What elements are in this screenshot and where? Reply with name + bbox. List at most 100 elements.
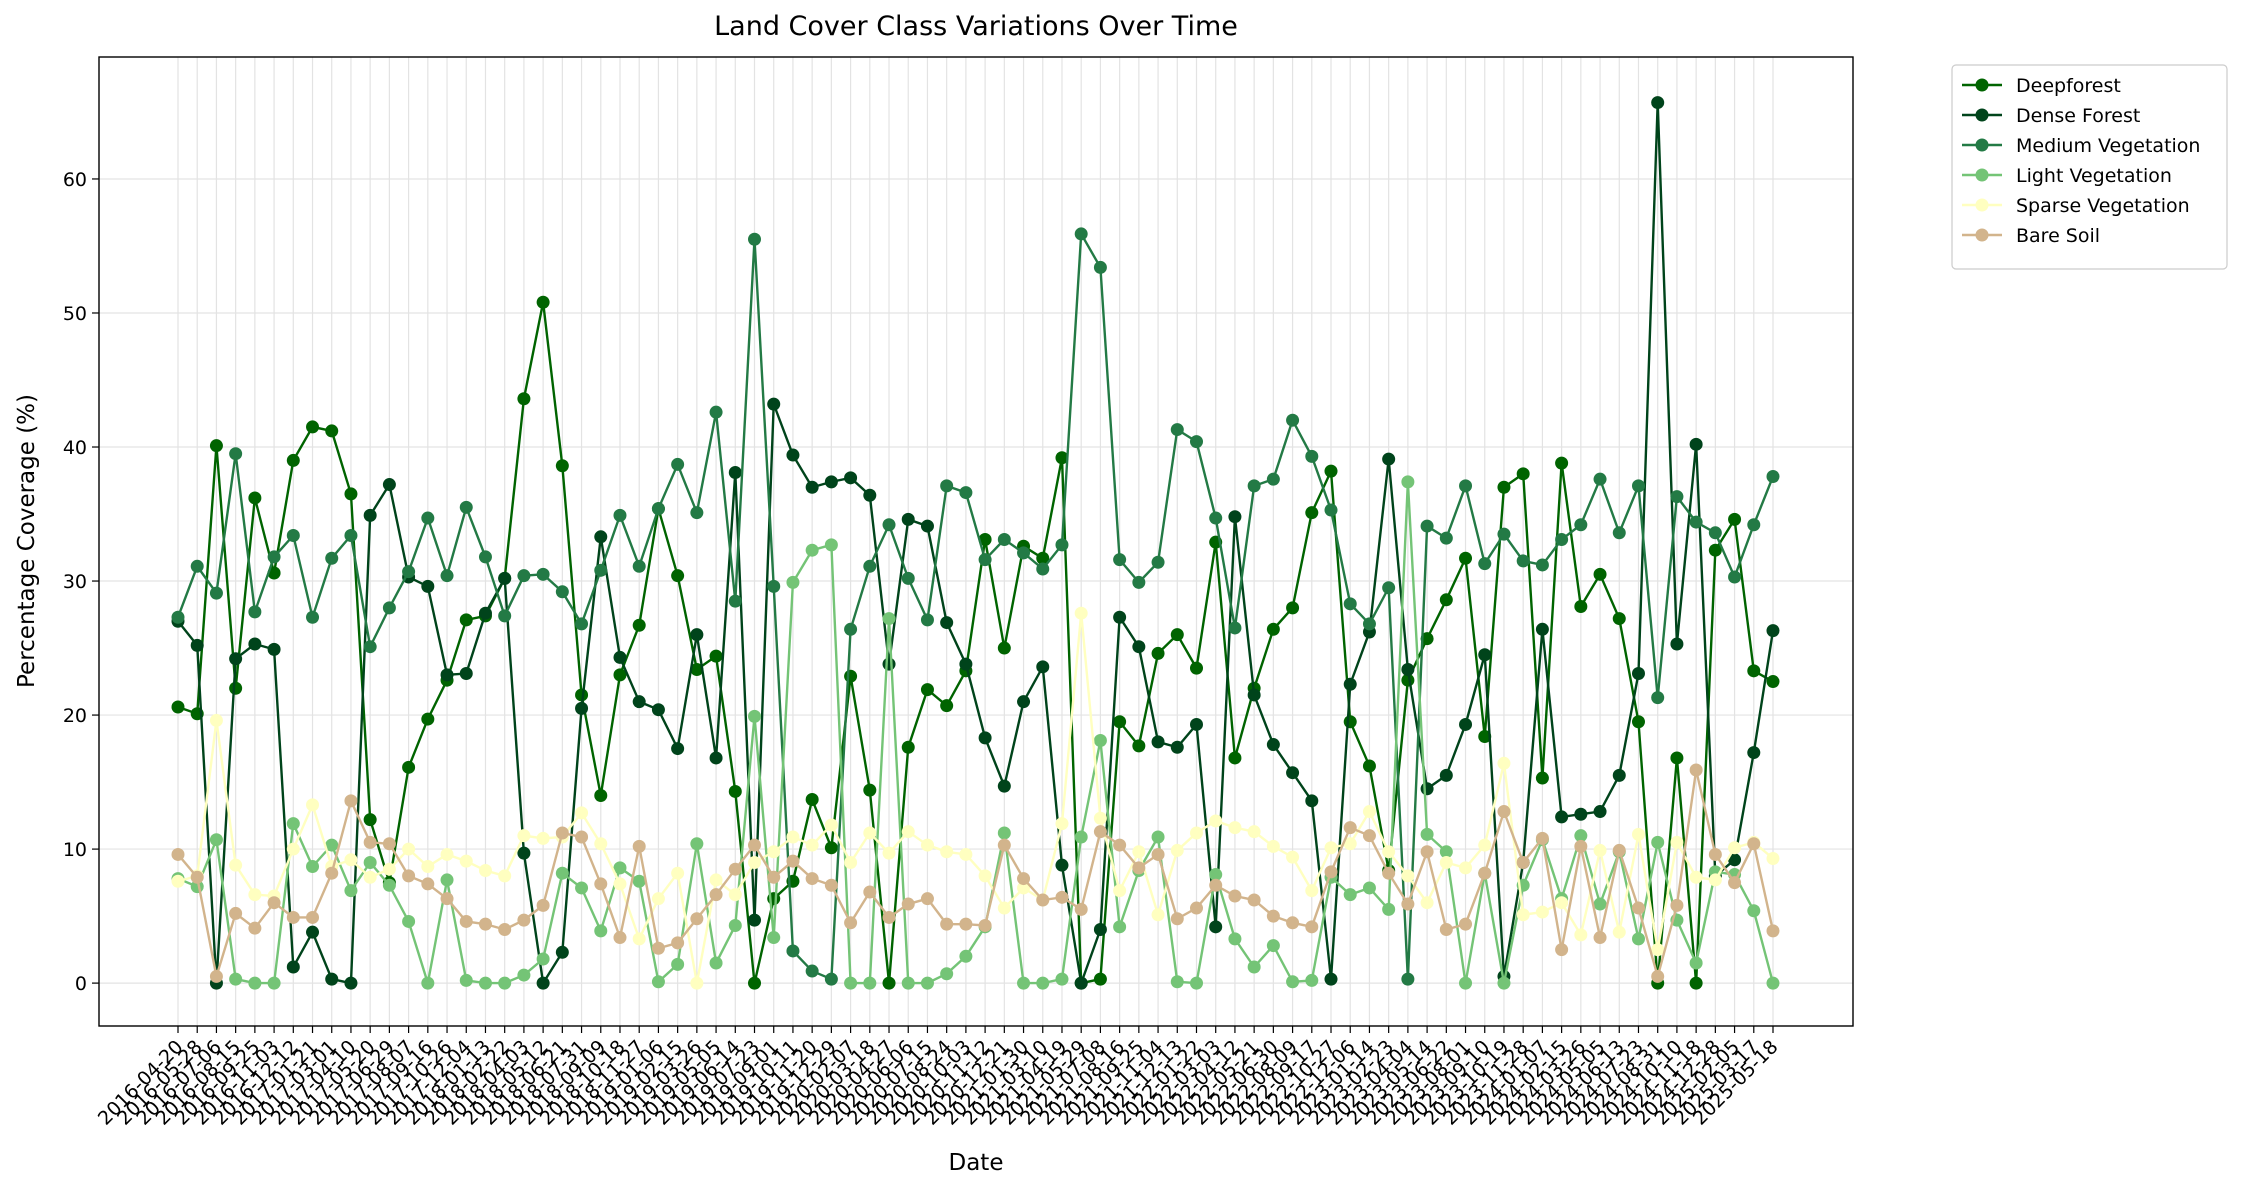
data-point xyxy=(901,740,915,754)
legend-marker xyxy=(1975,228,1989,242)
data-point xyxy=(1305,794,1319,808)
data-point xyxy=(209,713,223,727)
data-point xyxy=(767,579,781,593)
data-point xyxy=(1574,518,1588,532)
data-point xyxy=(267,550,281,564)
data-point xyxy=(940,616,954,630)
data-point xyxy=(1324,865,1338,879)
data-point xyxy=(901,512,915,526)
data-point xyxy=(1516,855,1530,869)
data-point xyxy=(1747,837,1761,851)
data-point xyxy=(1017,546,1031,560)
data-point xyxy=(459,854,473,868)
data-point xyxy=(1266,622,1280,636)
data-point xyxy=(1612,768,1626,782)
legend-box xyxy=(1951,64,2228,270)
plot-frame xyxy=(98,56,1854,1027)
data-point xyxy=(1151,847,1165,861)
data-point xyxy=(363,640,377,654)
data-point xyxy=(1382,845,1396,859)
data-point xyxy=(325,551,339,565)
data-point xyxy=(1055,890,1069,904)
data-point xyxy=(1247,688,1261,702)
data-point xyxy=(767,931,781,945)
data-point xyxy=(920,976,934,990)
data-point xyxy=(863,783,877,797)
data-point xyxy=(651,975,665,989)
data-point xyxy=(402,869,416,883)
data-point xyxy=(498,976,512,990)
data-point xyxy=(1439,855,1453,869)
data-point xyxy=(1612,925,1626,939)
data-point xyxy=(1420,845,1434,859)
data-point xyxy=(498,609,512,623)
data-point xyxy=(1651,96,1665,110)
data-point xyxy=(940,699,954,713)
data-point xyxy=(1036,976,1050,990)
data-point xyxy=(690,506,704,520)
data-point xyxy=(517,829,531,843)
data-point xyxy=(671,866,685,880)
data-point xyxy=(1113,610,1127,624)
data-point xyxy=(632,559,646,573)
data-point xyxy=(1017,872,1031,886)
data-point xyxy=(824,538,838,552)
data-point xyxy=(882,910,896,924)
data-point xyxy=(1132,575,1146,589)
data-point xyxy=(651,502,665,516)
data-point xyxy=(1324,464,1338,478)
data-point xyxy=(325,838,339,852)
data-point xyxy=(767,845,781,859)
data-point xyxy=(536,976,550,990)
data-point xyxy=(344,976,358,990)
data-point xyxy=(363,855,377,869)
data-point xyxy=(1439,531,1453,545)
data-point xyxy=(1766,851,1780,865)
data-point xyxy=(478,550,492,564)
data-point xyxy=(863,885,877,899)
data-point xyxy=(498,923,512,937)
data-point xyxy=(824,972,838,986)
data-point xyxy=(594,837,608,851)
data-point xyxy=(1113,715,1127,729)
data-point xyxy=(1343,837,1357,851)
data-point xyxy=(1593,472,1607,486)
data-point xyxy=(1574,600,1588,614)
data-point xyxy=(536,952,550,966)
data-point xyxy=(1747,746,1761,760)
data-point xyxy=(1170,423,1184,437)
data-point xyxy=(748,913,762,927)
data-point xyxy=(421,877,435,891)
data-point xyxy=(306,910,320,924)
data-point xyxy=(440,873,454,887)
data-point xyxy=(1689,976,1703,990)
data-point xyxy=(1189,901,1203,915)
data-point xyxy=(1036,562,1050,576)
data-point xyxy=(959,917,973,931)
data-point xyxy=(459,613,473,627)
data-point xyxy=(671,457,685,471)
data-point xyxy=(209,439,223,453)
data-point xyxy=(1478,838,1492,852)
data-point xyxy=(536,831,550,845)
y-tick-label: 30 xyxy=(63,571,87,593)
data-point xyxy=(1228,621,1242,635)
data-point xyxy=(1266,909,1280,923)
data-point xyxy=(1170,628,1184,642)
data-point xyxy=(1631,932,1645,946)
data-point xyxy=(1574,807,1588,821)
data-point xyxy=(1459,976,1473,990)
data-point xyxy=(690,628,704,642)
data-point xyxy=(1093,923,1107,937)
data-point xyxy=(997,826,1011,840)
data-point xyxy=(709,956,723,970)
data-point xyxy=(1670,490,1684,504)
data-point xyxy=(517,846,531,860)
data-point xyxy=(1459,861,1473,875)
data-point xyxy=(1766,624,1780,638)
data-point xyxy=(1209,868,1223,882)
data-point xyxy=(440,668,454,682)
data-point xyxy=(286,453,300,467)
data-point xyxy=(1535,622,1549,636)
